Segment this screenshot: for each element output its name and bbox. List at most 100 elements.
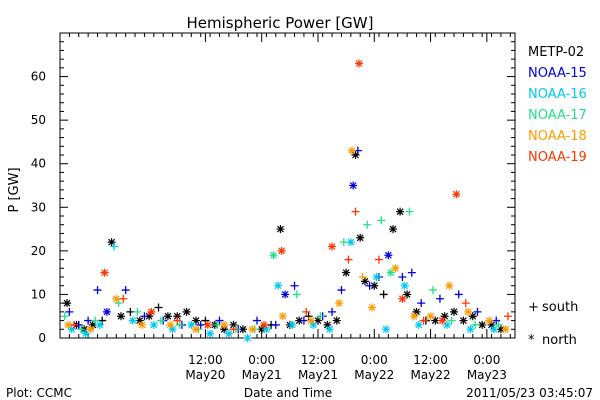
legend-item: NOAA-16 xyxy=(528,87,587,102)
x-tick-label-date: May21 xyxy=(298,368,338,382)
data-point-north xyxy=(452,190,461,199)
data-point-north xyxy=(501,325,510,334)
data-point-south xyxy=(299,316,308,325)
data-point-north xyxy=(95,320,104,329)
data-point-north xyxy=(107,238,116,247)
data-point-south xyxy=(213,320,222,329)
data-point-north xyxy=(489,325,498,334)
data-point-north xyxy=(206,329,215,338)
legend-south-symbol: + xyxy=(528,300,539,315)
data-point-south xyxy=(175,320,184,329)
legend-item: NOAA-19 xyxy=(528,150,587,165)
data-point-south xyxy=(435,294,444,303)
x-tick-label-time: 0:00 xyxy=(473,353,500,367)
data-point-north xyxy=(238,325,247,334)
data-point-north xyxy=(135,316,144,325)
data-point-north xyxy=(145,312,154,321)
data-point-south xyxy=(91,316,100,325)
data-point-south xyxy=(140,312,149,321)
x-tick-label-time: 0:00 xyxy=(361,353,388,367)
data-point-north xyxy=(445,281,454,290)
data-point-north xyxy=(468,312,477,321)
data-point-north xyxy=(277,246,286,255)
data-point-north xyxy=(149,320,158,329)
data-point-north xyxy=(309,320,318,329)
data-point-south xyxy=(60,312,69,321)
data-point-north xyxy=(356,233,365,242)
data-point-north xyxy=(112,294,121,303)
data-point-north xyxy=(466,325,475,334)
data-point-north xyxy=(450,307,459,316)
data-point-north xyxy=(313,316,322,325)
x-tick-label-date: May20 xyxy=(185,368,225,382)
data-point-north xyxy=(224,329,233,338)
legend-item: NOAA-17 xyxy=(528,108,587,123)
data-point-north xyxy=(400,281,409,290)
data-point-south xyxy=(156,316,165,325)
data-point-south xyxy=(173,316,182,325)
data-point-south xyxy=(365,281,374,290)
legend-item: NOAA-18 xyxy=(528,129,587,144)
data-point-south xyxy=(292,290,301,299)
data-point-north xyxy=(192,325,201,334)
data-point-south xyxy=(290,281,299,290)
data-point-north xyxy=(487,320,496,329)
data-point-north xyxy=(342,268,351,277)
data-point-north xyxy=(100,268,109,277)
data-point-north xyxy=(440,312,449,321)
chart-title: Hemispheric Power [GW] xyxy=(187,14,374,32)
data-point-north xyxy=(347,146,356,155)
data-point-north xyxy=(464,307,473,316)
y-tick-label: 30 xyxy=(31,200,46,214)
data-point-north xyxy=(346,238,355,247)
data-point-south xyxy=(253,316,262,325)
legend-item: METP-02 xyxy=(528,45,584,60)
data-point-north xyxy=(86,325,95,334)
data-point-north xyxy=(88,320,97,329)
y-tick-label: 50 xyxy=(31,113,46,127)
data-point-north xyxy=(67,325,76,334)
data-point-north xyxy=(335,299,344,308)
data-point-south xyxy=(215,316,224,325)
data-point-north xyxy=(396,207,405,216)
y-tick-label: 20 xyxy=(31,244,46,258)
data-point-north xyxy=(262,325,271,334)
x-tick-label-time: 12:00 xyxy=(413,353,448,367)
plot-timestamp: 2011/05/23 03:45:07 xyxy=(466,386,593,400)
x-tick-label-date: May22 xyxy=(411,368,451,382)
data-point-north xyxy=(367,303,376,312)
x-tick-label-date: May22 xyxy=(354,368,394,382)
plot-area: 010203040506012:00May200:00May2112:00May… xyxy=(31,32,516,382)
x-tick-label-date: May23 xyxy=(467,368,507,382)
data-point-south xyxy=(328,307,337,316)
data-point-north xyxy=(64,320,73,329)
data-point-south xyxy=(229,325,238,334)
data-point-north xyxy=(355,59,364,68)
data-point-south xyxy=(271,320,280,329)
data-point-north xyxy=(323,320,332,329)
data-point-south xyxy=(126,307,135,316)
data-point-north xyxy=(243,334,252,342)
x-tick-label-time: 12:00 xyxy=(188,353,223,367)
data-point-south xyxy=(84,316,93,325)
data-point-south xyxy=(77,325,86,334)
data-point-south xyxy=(93,286,102,295)
data-point-north xyxy=(389,225,398,234)
data-point-south xyxy=(358,273,367,281)
data-point-south xyxy=(398,273,407,281)
data-point-south xyxy=(494,320,503,329)
plot-credit: Plot: CCMC xyxy=(6,386,72,400)
data-point-south xyxy=(417,299,426,308)
data-point-south xyxy=(454,290,463,299)
data-point-south xyxy=(419,316,428,325)
data-point-south xyxy=(65,307,74,316)
data-point-north xyxy=(410,312,419,321)
data-point-north xyxy=(187,320,196,329)
data-point-south xyxy=(337,286,346,295)
legend-north-label: north xyxy=(542,333,577,348)
data-point-south xyxy=(302,307,311,316)
data-point-south xyxy=(109,242,118,251)
data-point-north xyxy=(288,320,297,329)
y-tick-label: 40 xyxy=(31,157,46,171)
data-point-north xyxy=(147,307,156,316)
